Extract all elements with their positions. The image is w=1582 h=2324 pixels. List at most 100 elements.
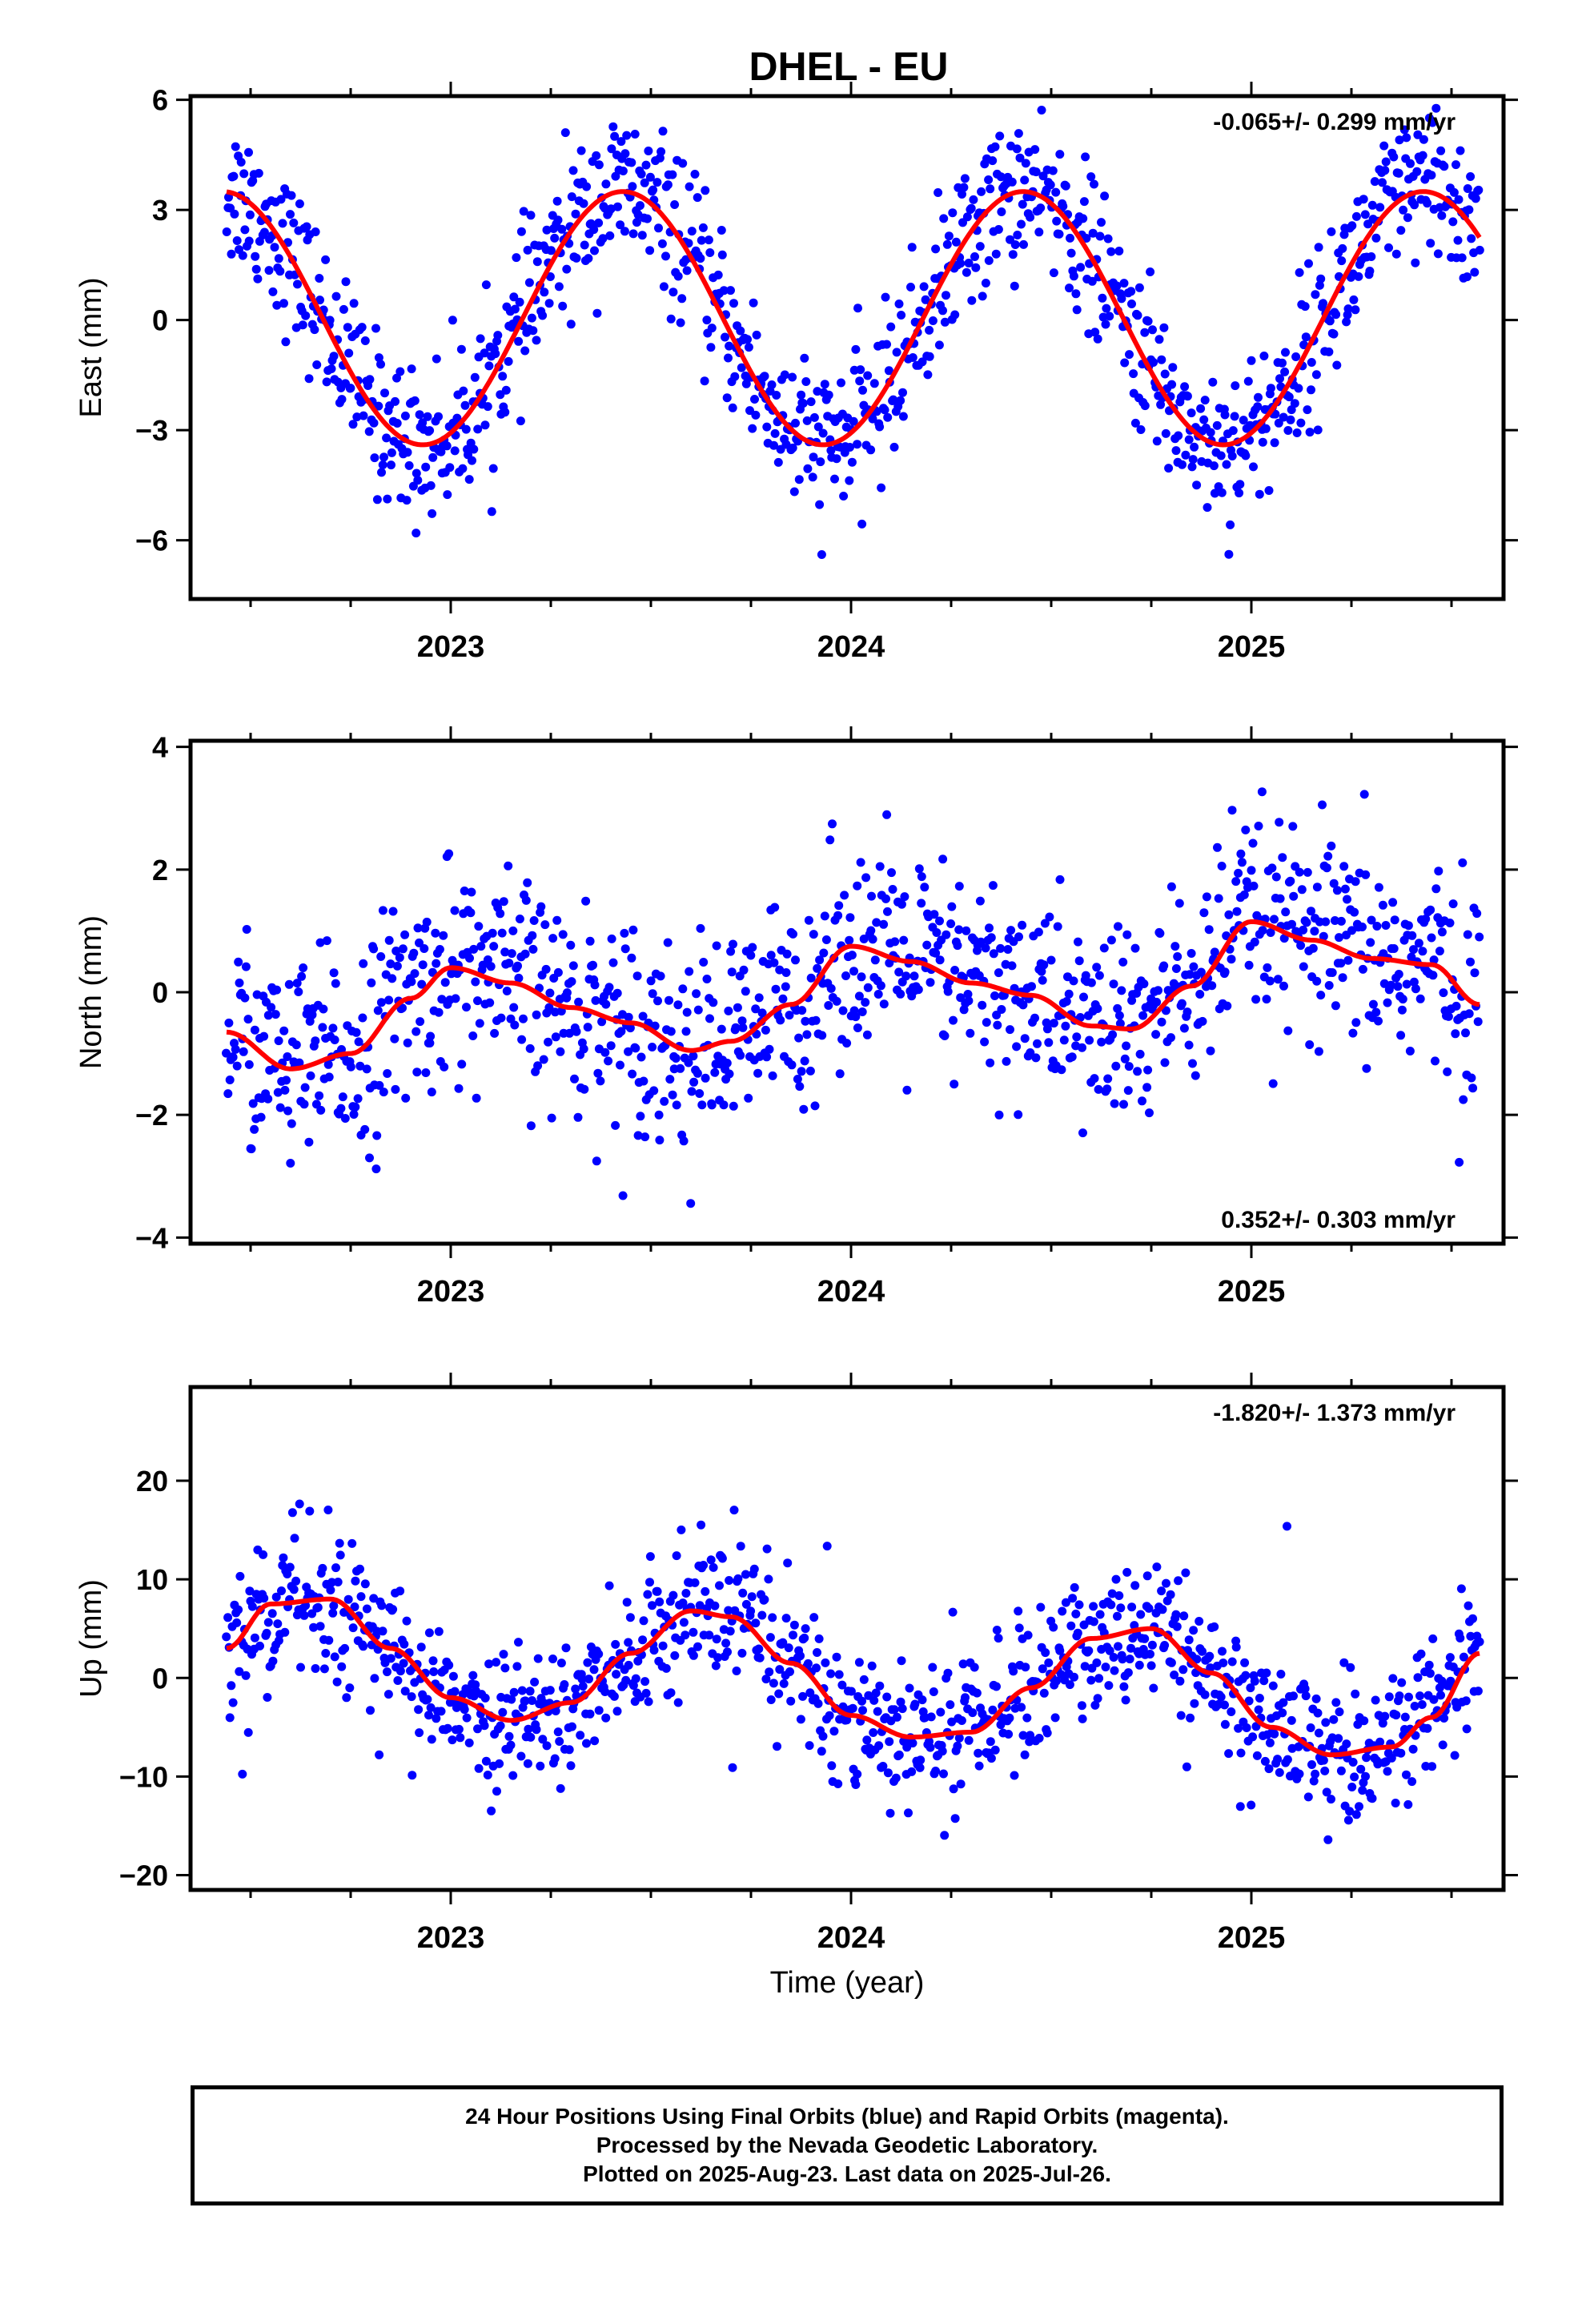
data-point: [1310, 927, 1319, 936]
data-point: [616, 1060, 624, 1070]
data-point: [717, 250, 727, 259]
data-point: [461, 424, 471, 434]
data-point: [1426, 905, 1435, 915]
data-point: [510, 1020, 520, 1030]
data-point: [532, 336, 541, 345]
data-point: [666, 314, 676, 324]
data-point: [1383, 998, 1392, 1007]
data-point: [1467, 1073, 1476, 1083]
data-point: [849, 416, 858, 426]
data-point: [1329, 879, 1339, 888]
data-point: [871, 1688, 881, 1698]
data-point: [1395, 1691, 1404, 1701]
data-point: [593, 1068, 603, 1078]
data-point: [994, 1110, 1004, 1120]
data-point: [1149, 1683, 1158, 1693]
data-point: [387, 448, 396, 457]
data-point: [1286, 415, 1295, 424]
data-point: [693, 193, 702, 203]
data-point: [1241, 451, 1251, 460]
data-point: [682, 1007, 692, 1017]
data-point: [553, 967, 563, 977]
data-point: [344, 348, 354, 358]
data-point: [757, 1008, 767, 1018]
data-point: [1071, 289, 1081, 299]
data-point: [1283, 1522, 1291, 1531]
data-point: [666, 1027, 676, 1036]
data-point: [936, 1707, 946, 1717]
data-point: [696, 923, 705, 933]
data-point: [904, 1808, 913, 1818]
data-point: [1314, 1728, 1323, 1738]
data-point: [826, 446, 836, 455]
data-point: [338, 1092, 347, 1102]
data-point: [1384, 1692, 1394, 1702]
data-point: [1347, 1783, 1357, 1791]
data-point: [239, 1047, 248, 1056]
data-point: [516, 227, 526, 236]
data-point: [780, 370, 789, 380]
data-point: [540, 287, 549, 297]
data-point: [532, 257, 542, 267]
x-tick-label: 2025: [1218, 1275, 1286, 1309]
data-point: [673, 271, 683, 281]
data-point: [695, 1089, 705, 1098]
data-point: [733, 1574, 743, 1583]
data-point: [892, 1712, 901, 1722]
data-point: [673, 1000, 683, 1010]
data-point: [481, 1756, 491, 1766]
data-point: [393, 1676, 403, 1685]
data-point: [295, 1058, 304, 1068]
data-point: [968, 1708, 978, 1718]
data-point: [1159, 961, 1169, 971]
data-point: [612, 1670, 621, 1679]
data-point: [1253, 402, 1263, 412]
data-point: [1087, 276, 1097, 286]
data-point: [1248, 838, 1258, 848]
data-point: [804, 915, 813, 925]
data-point: [590, 1736, 600, 1746]
data-point: [1119, 1682, 1129, 1691]
data-point: [967, 296, 977, 305]
data-point: [502, 987, 512, 995]
data-point: [1224, 910, 1234, 919]
data-point: [818, 428, 828, 438]
data-point: [1276, 1670, 1286, 1679]
y-tick-label: 10: [136, 1563, 168, 1596]
data-point: [1206, 1663, 1215, 1673]
data-point: [1232, 907, 1242, 916]
data-point: [1061, 1021, 1070, 1031]
data-point: [906, 283, 915, 292]
data-point: [1119, 1100, 1128, 1109]
data-point: [776, 1015, 785, 1025]
data-point: [931, 1767, 941, 1775]
data-point: [805, 1066, 815, 1076]
data-point: [1427, 118, 1437, 127]
data-point: [1360, 210, 1370, 219]
data-point: [681, 1027, 691, 1036]
data-point: [427, 1735, 436, 1744]
data-point: [974, 1748, 983, 1758]
data-point: [1094, 971, 1104, 980]
data-point: [709, 998, 718, 1007]
data-point: [845, 935, 854, 945]
data-point: [526, 1121, 536, 1131]
data-point: [1031, 167, 1041, 177]
data-point: [834, 1670, 844, 1679]
data-point: [779, 1679, 789, 1688]
data-point: [853, 1769, 862, 1779]
data-point: [304, 374, 314, 384]
data-point: [592, 1156, 601, 1166]
data-point: [1147, 1640, 1157, 1650]
data-point: [330, 1652, 339, 1662]
data-point: [319, 1004, 328, 1014]
data-point: [300, 1083, 310, 1092]
data-point: [1057, 1065, 1066, 1075]
data-point: [1042, 1024, 1052, 1034]
data-point: [235, 978, 244, 987]
data-point: [1026, 1731, 1035, 1740]
data-point: [1174, 1576, 1183, 1586]
data-point: [291, 1576, 301, 1586]
data-point: [1166, 1658, 1176, 1667]
data-point: [946, 1700, 955, 1710]
